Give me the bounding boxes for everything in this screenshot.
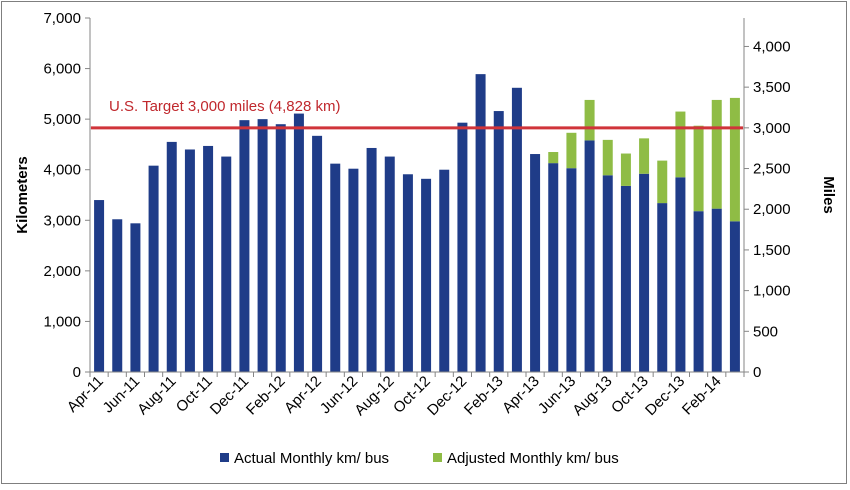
- bar-actual: [602, 175, 613, 372]
- bar-adjusted: [657, 160, 668, 204]
- bar-actual: [639, 173, 650, 372]
- y-right-tick-label: 3,500: [753, 79, 791, 96]
- x-tick-label: Dec-13: [642, 373, 688, 419]
- bar-actual: [166, 141, 177, 372]
- bar-adjusted: [620, 153, 631, 186]
- x-tick-label: Apr-12: [281, 373, 325, 417]
- bar-actual: [693, 211, 704, 372]
- y-right-tick-label: 1,000: [753, 283, 791, 300]
- bar-actual: [384, 156, 395, 372]
- bar-actual: [112, 219, 123, 372]
- bar-actual: [330, 163, 341, 372]
- bar-adjusted: [584, 99, 595, 141]
- bar-actual: [493, 111, 504, 373]
- y-left-tick-label: 2,000: [43, 263, 81, 280]
- x-tick-label: Dec-12: [424, 373, 470, 419]
- y-right-tick-label: 3,000: [753, 120, 791, 137]
- bar-actual: [566, 168, 577, 372]
- bar-actual: [293, 113, 304, 372]
- bar-actual: [275, 124, 286, 372]
- bar-actual: [421, 178, 432, 372]
- x-tick-label: Feb-14: [679, 373, 725, 419]
- bar-adjusted: [602, 139, 613, 176]
- legend-swatch: [433, 453, 442, 462]
- y-left-tick-label: 3,000: [43, 212, 81, 229]
- y-axis-left-title: Kilometers: [14, 156, 31, 234]
- bar-actual: [584, 140, 595, 372]
- bar-adjusted: [693, 125, 704, 212]
- bar-actual: [475, 74, 486, 373]
- bar-actual: [530, 154, 541, 372]
- x-tick-label: Feb-13: [461, 373, 507, 419]
- legend-label: Actual Monthly km/ bus: [234, 450, 389, 467]
- bar-actual: [548, 163, 559, 372]
- bar-adjusted: [639, 138, 650, 174]
- bar-actual: [439, 169, 450, 372]
- y-right-tick-label: 1,500: [753, 242, 791, 259]
- bar-actual: [203, 145, 214, 372]
- legend: Actual Monthly km/ bus Adjusted Monthly k…: [220, 450, 619, 467]
- bar-actual: [402, 174, 413, 372]
- bars-group: [94, 74, 740, 373]
- y-left-tick-label: 0: [73, 364, 81, 381]
- bar-actual: [184, 149, 195, 372]
- x-tick-label: Aug-11: [134, 373, 179, 418]
- bar-actual: [130, 223, 141, 372]
- y-right-tick-label: 500: [753, 323, 778, 340]
- y-right-tick-label: 0: [753, 364, 761, 381]
- y-left-tick-label: 6,000: [43, 61, 81, 78]
- bar-actual: [511, 87, 522, 372]
- y-left-tick-label: 1,000: [43, 313, 81, 330]
- bar-actual: [148, 165, 159, 372]
- y-right-tick-label: 2,000: [753, 201, 791, 218]
- bar-actual: [657, 203, 668, 372]
- bar-actual: [257, 119, 268, 373]
- x-tick-label: Apr-11: [64, 373, 107, 416]
- bar-actual: [675, 177, 686, 372]
- bar-actual: [366, 147, 377, 372]
- y-right-tick-label: 2,500: [753, 161, 791, 178]
- target-group: U.S. Target 3,000 miles (4,828 km): [90, 98, 744, 130]
- bar-adjusted: [729, 97, 740, 222]
- bar-actual: [312, 135, 323, 372]
- bar-adjusted: [566, 132, 577, 169]
- y-left-tick-label: 4,000: [43, 162, 81, 179]
- bar-actual: [711, 208, 722, 372]
- y-right-tick-label: 4,000: [753, 38, 791, 55]
- target-label: U.S. Target 3,000 miles (4,828 km): [109, 98, 341, 115]
- legend-swatch: [220, 453, 229, 462]
- y-left-tick-label: 7,000: [43, 10, 81, 27]
- bar-actual: [620, 185, 631, 372]
- legend-label: Adjusted Monthly km/ bus: [447, 450, 619, 467]
- y-axis-right-title: Miles: [820, 176, 837, 214]
- x-tick-label: Feb-12: [243, 373, 289, 419]
- x-tick-label: Apr-13: [499, 373, 543, 417]
- x-tick-label: Aug-12: [351, 373, 397, 419]
- y-left-tick-label: 5,000: [43, 111, 81, 128]
- bar-actual: [729, 221, 740, 372]
- bar-actual: [239, 120, 250, 372]
- bar-actual: [348, 168, 359, 372]
- x-tick-label: Dec-11: [207, 373, 252, 418]
- bar-actual: [457, 122, 468, 372]
- bar-actual: [94, 200, 105, 372]
- bar-actual: [221, 156, 232, 372]
- bar-adjusted: [548, 152, 559, 164]
- bar-adjusted: [675, 111, 686, 178]
- bar-adjusted: [711, 99, 722, 209]
- x-tick-label: Aug-13: [569, 373, 615, 419]
